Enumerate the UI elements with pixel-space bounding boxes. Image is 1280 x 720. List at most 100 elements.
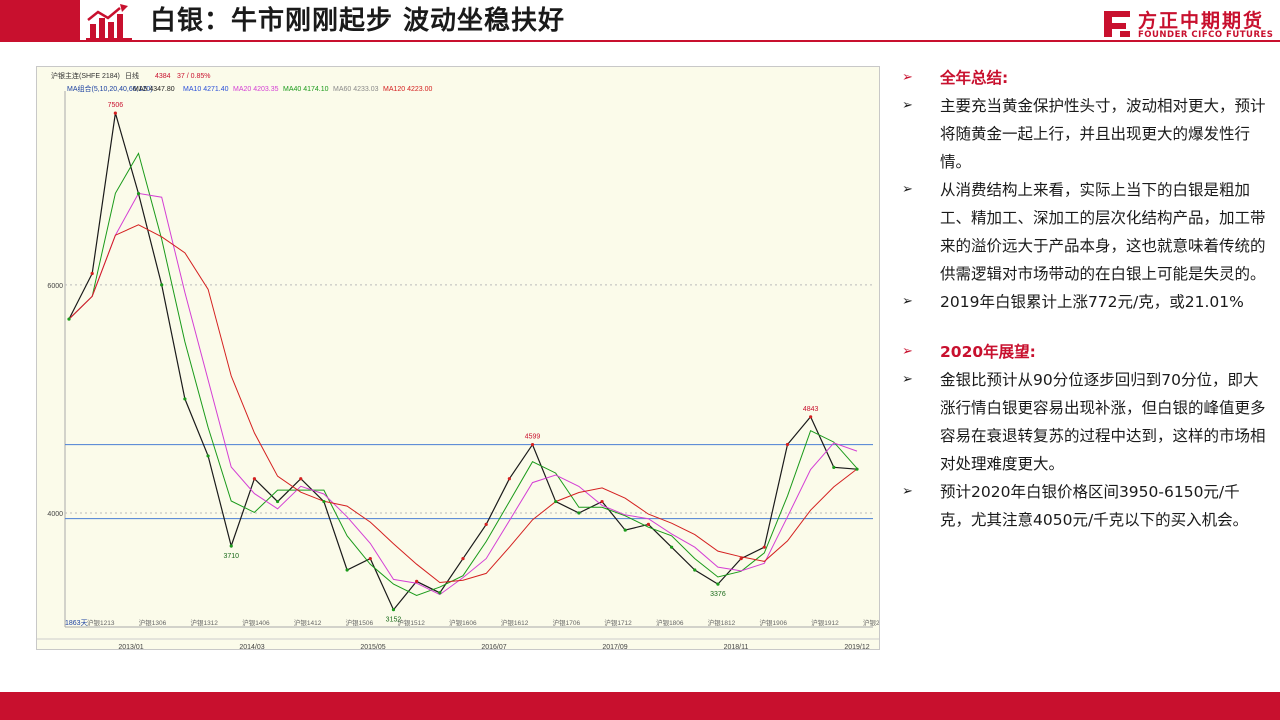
price-point xyxy=(461,556,465,561)
analysis-panel: ➢ 全年总结: ➢ 主要充当黄金保护性头寸，波动相对更大，预计将随黄金一起上行，并且… xyxy=(900,64,1270,534)
price-point xyxy=(391,608,396,612)
price-point xyxy=(136,192,141,196)
arrow-bullet-icon: ➢ xyxy=(902,344,913,359)
date-axis-label: 2019/12 xyxy=(844,644,869,650)
summary-item: ➢ 主要充当黄金保护性头寸，波动相对更大，预计将随黄金一起上行，并且出现更大的爆发… xyxy=(900,92,1270,176)
contract-label: 沪银2002 xyxy=(863,618,880,627)
ma-legend-item: MA60 4233.03 xyxy=(333,86,379,93)
moving-average-line xyxy=(68,152,858,597)
contract-label: 沪银1306 xyxy=(139,618,167,627)
contract-label: 沪银1912 xyxy=(811,618,839,627)
price-point xyxy=(554,499,558,504)
price-point xyxy=(67,317,71,321)
price-point xyxy=(160,283,164,287)
outlook-item: ➢ 金银比预计从90分位逐步回归到70分位，即大涨行情白银更容易出现补涨，但白银的… xyxy=(900,366,1270,478)
contract-label: 沪银1512 xyxy=(397,618,425,627)
price-annotation: 7506 xyxy=(108,102,124,109)
contract-label: 沪银1412 xyxy=(294,618,322,627)
contract-label: 沪银1213 xyxy=(87,618,115,627)
price-point xyxy=(368,556,372,561)
logo-mark-icon xyxy=(1104,11,1130,37)
price-point xyxy=(90,271,94,276)
price-point xyxy=(206,454,210,458)
footer-red-bar xyxy=(0,692,1280,720)
summary-item: ➢ 2019年白银累计上涨772元/克，或21.01% xyxy=(900,288,1270,316)
price-point xyxy=(762,545,766,549)
price-series-line xyxy=(68,112,858,611)
rising-chart-icon xyxy=(86,4,132,40)
chart-series-layer xyxy=(67,111,859,612)
date-axis-label: 2017/09 xyxy=(602,644,627,650)
price-annotation: 3152 xyxy=(386,617,402,624)
price-point xyxy=(646,522,651,526)
arrow-bullet-icon: ➢ xyxy=(902,182,913,197)
outlook-heading: ➢ 2020年展望: xyxy=(900,338,1270,366)
contract-label: 沪银1806 xyxy=(656,618,684,627)
ma-legend-item: MA40 4174.10 xyxy=(283,86,329,93)
ma-legend-title: MA组合(5,10,20,40,60,120) xyxy=(67,84,153,93)
ma-legend-item: MA120 4223.00 xyxy=(383,86,433,93)
price-point xyxy=(345,568,349,572)
contract-label: 沪银1612 xyxy=(501,618,529,627)
price-axis-label: 6000 xyxy=(47,283,63,290)
price-point xyxy=(623,528,627,532)
arrow-bullet-icon: ➢ xyxy=(902,484,913,499)
date-axis-label: 2016/07 xyxy=(481,644,506,650)
contract-label: 沪银1406 xyxy=(242,618,270,627)
price-point xyxy=(530,443,535,447)
price-point xyxy=(322,499,326,504)
price-point xyxy=(739,556,743,561)
contract-label: 沪银1712 xyxy=(604,618,632,627)
price-point xyxy=(229,544,233,548)
logo-english-name: FOUNDER CIFCO FUTURES xyxy=(1138,30,1274,40)
ma-legend-item: MA5 4347.80 xyxy=(133,86,175,93)
price-annotation: 4599 xyxy=(525,434,541,441)
price-point xyxy=(832,465,836,469)
price-point xyxy=(183,397,187,401)
price-annotation: 3710 xyxy=(223,553,239,560)
moving-average-line xyxy=(68,224,858,584)
contract-label: 沪银1312 xyxy=(190,618,218,627)
contract-label: 沪银1506 xyxy=(346,618,374,627)
ma-legend-item: MA20 4203.35 xyxy=(233,86,279,93)
price-annotation: 4843 xyxy=(803,406,819,413)
price-point xyxy=(252,477,257,481)
price-point xyxy=(716,582,720,586)
contract-label: 沪银1606 xyxy=(449,618,477,627)
price-point xyxy=(415,579,419,583)
chart-last-price: 4384 xyxy=(155,73,171,80)
arrow-bullet-icon: ➢ xyxy=(902,98,913,113)
date-axis-label: 2018/11 xyxy=(724,644,749,650)
contract-label: 沪银1812 xyxy=(708,618,736,627)
price-point xyxy=(275,499,280,504)
price-point xyxy=(577,511,581,515)
header-divider xyxy=(0,40,1280,42)
page-title: 白银：牛市刚刚起步 波动坐稳扶好 xyxy=(150,6,566,36)
logo-chinese-name: 方正中期期货 xyxy=(1138,10,1265,32)
contract-label: 沪银1706 xyxy=(553,618,581,627)
price-point xyxy=(600,499,604,504)
header-red-block xyxy=(0,0,80,40)
date-axis-label: 2014/03 xyxy=(239,644,264,650)
price-point xyxy=(809,415,813,419)
date-axis-label: 2013/01 xyxy=(118,644,143,650)
price-chart: 6000 4000 沪银主连(SHFE 2184) 日线 4384 37 / 0.85% M… xyxy=(36,66,880,650)
days-count-label: 1863天 xyxy=(65,619,88,627)
price-point xyxy=(299,477,303,481)
arrow-bullet-icon: ➢ xyxy=(902,70,913,85)
price-point xyxy=(113,111,117,115)
chart-grid xyxy=(37,91,879,640)
price-point xyxy=(785,442,790,447)
price-point xyxy=(855,467,859,471)
price-point xyxy=(438,591,442,595)
date-axis-label: 2015/05 xyxy=(360,644,385,650)
outlook-item: ➢ 预计2020年白银价格区间3950-6150元/千克，尤其注意4050元/千克… xyxy=(900,478,1270,534)
arrow-bullet-icon: ➢ xyxy=(902,372,913,387)
chart-instrument-label: 沪银主连(SHFE 2184) xyxy=(51,71,120,80)
summary-heading: ➢ 全年总结: xyxy=(900,64,1270,92)
price-point xyxy=(507,477,511,481)
price-point xyxy=(484,522,488,526)
summary-item: ➢ 从消费结构上来看，实际上当下的白银是粗加工、精加工、深加工的层次化结构产品，加… xyxy=(900,176,1270,288)
